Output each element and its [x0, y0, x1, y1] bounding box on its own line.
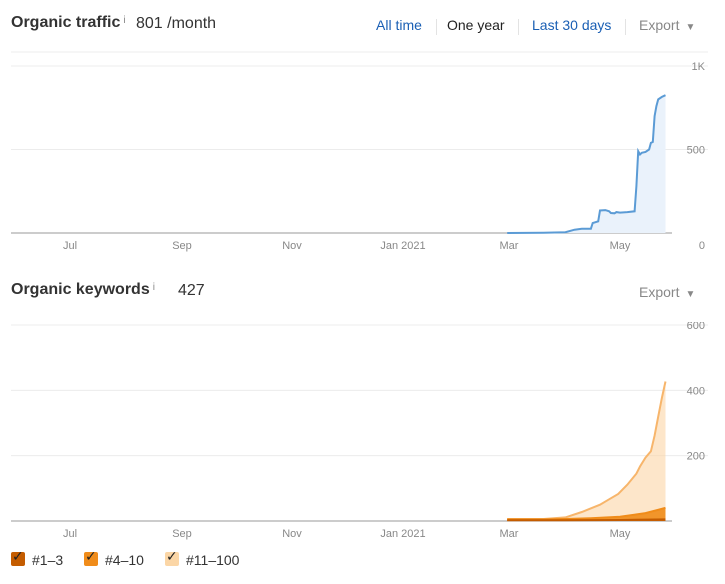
organic-traffic-header: Organic traffic i 801 /month All time One… [11, 14, 711, 38]
x-tick-label: Jan 2021 [380, 528, 425, 540]
x-tick-label: Mar [500, 528, 519, 540]
legend-checkbox[interactable]: ✓ [11, 548, 25, 566]
x-tick-label: May [610, 240, 631, 252]
caret-down-icon: ▼ [685, 289, 696, 300]
check-icon: ✓ [166, 548, 178, 564]
organic-keywords-value: 427 [178, 282, 205, 299]
y-tick-label: 400 [687, 385, 705, 397]
legend-label: #4–10 [105, 552, 144, 568]
organic-traffic-chart: 0 500 1K Jul Sep Nov Jan 2021 Mar May [11, 51, 708, 252]
legend-checkbox[interactable]: ✓ [165, 548, 179, 566]
series-line [507, 518, 666, 522]
caret-down-icon: ▼ [685, 22, 696, 33]
series-line [507, 94, 666, 234]
check-icon: ✓ [12, 548, 24, 564]
y-tick-label: 200 [687, 451, 705, 463]
x-tick-label: Nov [282, 528, 302, 540]
y-tick-label: 600 [687, 322, 705, 332]
series-area [507, 507, 666, 521]
y-tick-label: 0 [699, 240, 705, 252]
x-tick-label: May [610, 528, 631, 540]
x-tick-label: Jul [63, 240, 77, 252]
x-tick-label: Nov [282, 240, 302, 252]
organic-traffic-value: 801 /month [136, 15, 217, 32]
x-tick-label: Sep [172, 240, 192, 252]
range-divider [625, 19, 626, 35]
series-line [507, 381, 667, 520]
range-all-time-button[interactable]: All time [376, 17, 422, 33]
range-divider [518, 19, 519, 35]
range-last-30-days-button[interactable]: Last 30 days [532, 17, 612, 33]
check-icon: ✓ [85, 548, 97, 564]
organic-traffic-title: Organic traffic i [11, 14, 126, 31]
x-tick-label: Mar [500, 240, 519, 252]
keywords-export-button[interactable]: Export ▼ [639, 284, 696, 300]
range-one-year-button[interactable]: One year [447, 17, 505, 33]
series-area [507, 95, 666, 233]
legend-label: #1–3 [32, 552, 64, 568]
traffic-export-button[interactable]: Export ▼ [639, 17, 696, 33]
x-tick-label: Jan 2021 [380, 240, 425, 252]
y-tick-label: 500 [687, 145, 705, 157]
series-area [507, 381, 666, 521]
info-icon[interactable]: i [123, 15, 126, 26]
organic-keywords-chart: 200 400 600 Jul Sep Nov Jan 2021 Mar May [11, 322, 708, 540]
x-tick-label: Sep [172, 528, 192, 540]
info-icon[interactable]: i [152, 282, 155, 293]
organic-keywords-header: Organic keywords i 427 Export ▼ [11, 281, 711, 305]
y-tick-label: 1K [692, 61, 706, 73]
legend-checkbox[interactable]: ✓ [84, 548, 98, 566]
legend-label: #11–100 [186, 552, 240, 568]
organic-keywords-title: Organic keywords i [11, 281, 155, 298]
x-tick-label: Jul [63, 528, 77, 540]
range-divider [436, 19, 437, 35]
